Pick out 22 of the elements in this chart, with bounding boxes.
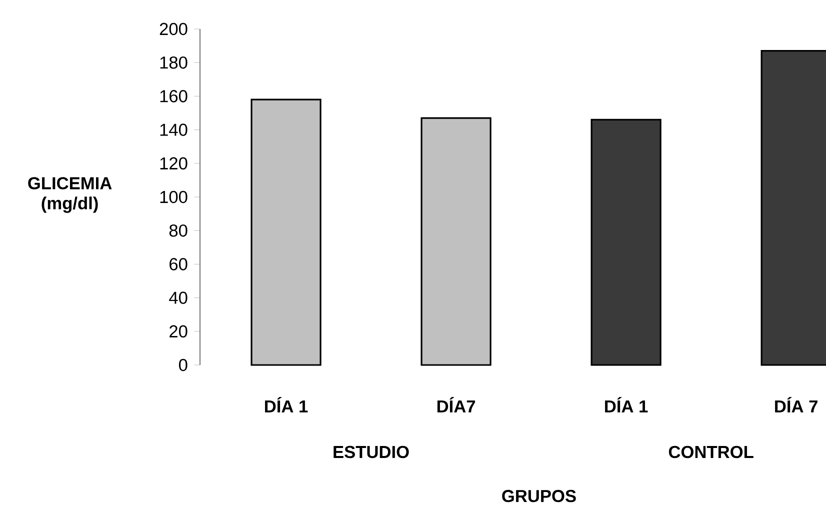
x-tick-label: DÍA 7 [775, 397, 818, 412]
y-axis-title: GLICEMIA (mg/dl) [28, 177, 112, 213]
y-tick-label: 0 [178, 358, 188, 372]
y-tick-label: 180 [160, 56, 188, 69]
x-tick-label: DÍA 1 [265, 397, 308, 412]
y-tick-label: 100 [160, 190, 188, 204]
y-tick-label: 20 [170, 325, 188, 338]
y-tick-label: 120 [160, 157, 188, 170]
bar [590, 118, 662, 366]
text: CONTROL [668, 446, 754, 458]
y-tick-label: 200 [160, 22, 188, 36]
y-tick-label: 40 [169, 292, 188, 304]
text: ESTUDIO [334, 446, 409, 458]
x-tick-label: DÍA 1 [605, 397, 648, 412]
y-tick-label: 60 [170, 258, 188, 270]
x-axis-title: GRUPOS [502, 490, 576, 502]
bar [420, 117, 492, 366]
y-tick-label: 140 [160, 124, 188, 136]
y-tick-label: 160 [160, 90, 188, 102]
x-tick-label: DÍA7 [437, 397, 476, 412]
y-tick-label: 80 [169, 224, 188, 237]
bar [250, 98, 322, 366]
